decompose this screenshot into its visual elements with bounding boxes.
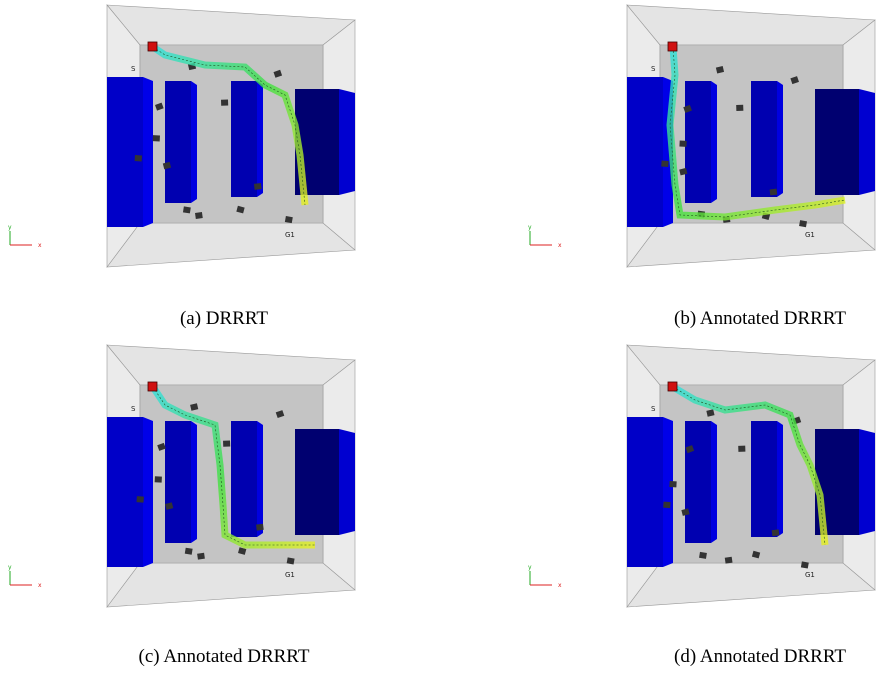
tree-node bbox=[221, 100, 228, 106]
pillar-front bbox=[165, 421, 191, 543]
tree-node bbox=[801, 561, 809, 568]
room-floor bbox=[627, 223, 875, 267]
axis-x-label: x bbox=[558, 582, 562, 589]
tree-node bbox=[197, 553, 205, 560]
start-label: S bbox=[651, 65, 656, 73]
tree-node bbox=[185, 548, 193, 555]
start-label: S bbox=[651, 405, 656, 413]
axis-x-label: x bbox=[38, 242, 42, 249]
start-label: S bbox=[131, 65, 136, 73]
tree-node bbox=[669, 481, 676, 487]
pillar-side bbox=[711, 81, 717, 203]
room-ceiling bbox=[627, 5, 875, 45]
pillar-front bbox=[107, 417, 143, 567]
pillar-side bbox=[339, 89, 355, 195]
pillar-side bbox=[663, 417, 673, 567]
start-marker bbox=[148, 42, 157, 51]
tree-node bbox=[661, 160, 668, 166]
pillar-side bbox=[859, 89, 875, 195]
tree-node bbox=[153, 135, 160, 141]
caption: (b) Annotated DRRRT bbox=[674, 308, 846, 329]
axis-x-label: x bbox=[38, 582, 42, 589]
pillar-front bbox=[165, 81, 191, 203]
page: SG1yx(a) DRRRTSG1yx(b) Annotated DRRRTSG… bbox=[0, 0, 886, 681]
pillar-front bbox=[815, 89, 859, 195]
tree-node bbox=[738, 446, 745, 452]
tree-node bbox=[663, 502, 670, 508]
room-floor bbox=[627, 563, 875, 607]
pillar-side bbox=[777, 421, 783, 537]
goal-label: G1 bbox=[285, 571, 295, 579]
figure: SG1yx(a) DRRRTSG1yx(b) Annotated DRRRTSG… bbox=[0, 0, 886, 681]
pillar-side bbox=[777, 81, 783, 197]
pillar-front bbox=[751, 421, 777, 537]
caption: (a) DRRRT bbox=[180, 308, 268, 329]
pillar-side bbox=[191, 81, 197, 203]
caption: (d) Annotated DRRRT bbox=[674, 646, 846, 667]
start-marker bbox=[668, 42, 677, 51]
room-ceiling bbox=[627, 345, 875, 385]
pillar-front bbox=[751, 81, 777, 197]
pillar-front bbox=[231, 421, 257, 537]
pillar-side bbox=[339, 429, 355, 535]
pillar-side bbox=[257, 81, 263, 197]
pillar-front bbox=[627, 77, 663, 227]
tree-node bbox=[725, 557, 733, 564]
tree-node bbox=[679, 141, 686, 147]
goal-label: G1 bbox=[805, 571, 815, 579]
tree-node bbox=[799, 220, 807, 227]
axis-x-label: x bbox=[558, 242, 562, 249]
axis-y-label: y bbox=[8, 564, 12, 571]
tree-node bbox=[770, 189, 778, 196]
tree-node bbox=[285, 216, 293, 223]
tree-node bbox=[772, 529, 780, 536]
tree-node bbox=[155, 476, 162, 482]
pillar-front bbox=[295, 429, 339, 535]
caption: (c) Annotated DRRRT bbox=[139, 646, 310, 667]
pillar-front bbox=[685, 421, 711, 543]
tree-node bbox=[699, 552, 707, 559]
axis-icon: yx bbox=[8, 224, 42, 249]
axis-icon: yx bbox=[528, 564, 562, 589]
pillar-side bbox=[191, 421, 197, 543]
tree-node bbox=[287, 557, 295, 564]
room-ceiling bbox=[107, 5, 355, 45]
axis-icon: yx bbox=[8, 564, 42, 589]
goal-label: G1 bbox=[285, 231, 295, 239]
tree-node bbox=[137, 496, 144, 502]
tree-node bbox=[135, 155, 142, 161]
axis-y-label: y bbox=[528, 224, 532, 231]
start-label: S bbox=[131, 405, 136, 413]
tree-node bbox=[254, 183, 262, 190]
goal-label: G1 bbox=[805, 231, 815, 239]
start-marker bbox=[668, 382, 677, 391]
pillar-side bbox=[143, 417, 153, 567]
pillar-side bbox=[711, 421, 717, 543]
room-ceiling bbox=[107, 345, 355, 385]
pillar-side bbox=[859, 429, 875, 535]
axis-y-label: y bbox=[8, 224, 12, 231]
axis-icon: yx bbox=[528, 224, 562, 249]
pillar-side bbox=[143, 77, 153, 227]
tree-node bbox=[223, 440, 230, 446]
tree-node bbox=[195, 212, 203, 219]
pillar-front bbox=[107, 77, 143, 227]
tree-node bbox=[736, 105, 743, 111]
axis-y-label: y bbox=[528, 564, 532, 571]
pillar-side bbox=[257, 421, 263, 537]
pillar-front bbox=[627, 417, 663, 567]
pillar-front bbox=[685, 81, 711, 203]
room-floor bbox=[107, 563, 355, 607]
tree-node bbox=[256, 524, 264, 531]
tree-node bbox=[183, 206, 191, 213]
pillar-front bbox=[231, 81, 257, 197]
start-marker bbox=[148, 382, 157, 391]
room-floor bbox=[107, 223, 355, 267]
